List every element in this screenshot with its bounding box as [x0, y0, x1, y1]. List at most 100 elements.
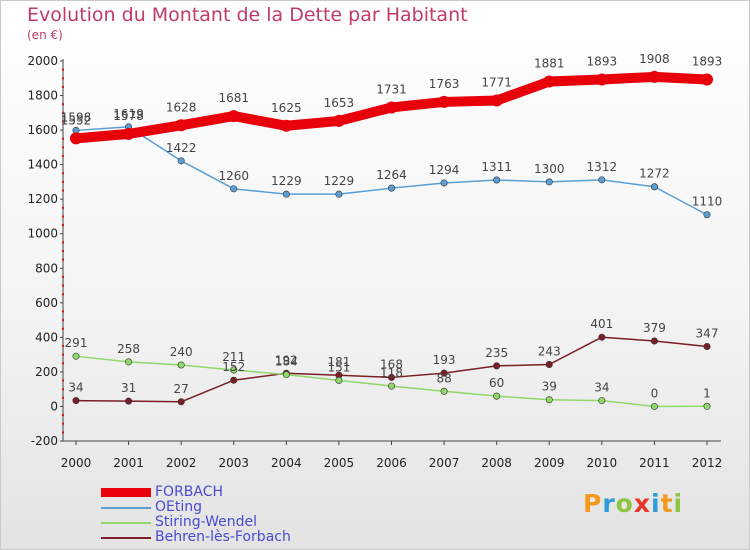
data-label: 1229: [324, 174, 355, 188]
y-tick-label: 1000: [27, 227, 58, 241]
data-label: 1908: [639, 52, 670, 66]
data-label: 1312: [587, 160, 618, 174]
data-label: 192: [275, 353, 298, 367]
y-minor-tick: [62, 206, 64, 209]
data-label: 1422: [166, 141, 197, 155]
data-point: [650, 337, 658, 345]
data-label: 31: [121, 381, 136, 395]
data-point: [598, 333, 606, 341]
data-point: [545, 360, 553, 368]
data-point: [72, 352, 80, 360]
data-label: 1: [703, 386, 711, 400]
x-tick-label: 2008: [481, 456, 512, 470]
data-label: 88: [436, 371, 451, 385]
data-point: [598, 176, 606, 184]
data-point: [227, 110, 240, 123]
data-point: [122, 127, 135, 140]
y-minor-tick: [62, 362, 64, 365]
data-label: 1893: [692, 54, 723, 68]
data-label: 211: [222, 350, 245, 364]
logo-letter: P: [583, 489, 603, 518]
data-point: [387, 184, 395, 192]
legend-swatch: [101, 521, 151, 524]
chart-subtitle: (en €): [27, 28, 63, 42]
data-point: [545, 396, 553, 404]
data-point: [177, 398, 185, 406]
y-minor-tick: [62, 414, 64, 417]
y-tick-label: 800: [35, 261, 58, 275]
y-minor-tick: [62, 327, 64, 330]
y-tick-label: 0: [50, 399, 58, 413]
legend-item: Stiring-Wendel: [101, 515, 291, 530]
data-point: [598, 397, 606, 405]
logo-letter: t: [660, 489, 674, 518]
data-point: [703, 211, 711, 219]
y-tick-label: 1600: [27, 123, 58, 137]
y-tick-label: 2000: [27, 54, 58, 68]
data-point: [650, 402, 658, 410]
y-minor-tick: [62, 258, 64, 261]
data-label: 1731: [376, 82, 407, 96]
data-label: 1578: [113, 109, 144, 123]
x-tick-label: 2002: [166, 456, 197, 470]
y-minor-tick: [62, 379, 64, 382]
data-label: 291: [65, 336, 88, 350]
data-label: 1294: [429, 163, 460, 177]
y-minor-tick: [62, 68, 64, 71]
data-point: [440, 179, 448, 187]
data-label: 27: [174, 382, 189, 396]
logo-letter: i: [651, 489, 661, 518]
y-minor-tick: [62, 396, 64, 399]
logo-letter: o: [615, 489, 634, 518]
data-point: [543, 75, 556, 88]
y-minor-tick: [62, 77, 64, 80]
x-tick-label: 2010: [587, 456, 618, 470]
logo-letter: x: [633, 489, 651, 518]
y-minor-tick: [62, 189, 64, 192]
data-label: 0: [651, 386, 659, 400]
data-point: [282, 190, 290, 198]
data-label: 1881: [534, 57, 565, 71]
y-tick-label: 1200: [27, 192, 58, 206]
data-point: [335, 376, 343, 384]
data-point: [438, 95, 451, 108]
data-label: 34: [594, 381, 609, 395]
data-point: [332, 114, 345, 127]
data-point: [177, 361, 185, 369]
y-minor-tick: [62, 146, 64, 149]
data-point: [385, 101, 398, 114]
data-label: 168: [380, 357, 403, 371]
y-minor-tick: [62, 310, 64, 313]
data-point: [440, 387, 448, 395]
data-label: 1771: [481, 76, 512, 90]
data-label: 379: [643, 321, 666, 335]
data-label: 1552: [61, 113, 92, 127]
y-tick-label: 400: [35, 330, 58, 344]
data-label: 193: [433, 353, 456, 367]
data-point: [703, 402, 711, 410]
data-label: 1260: [218, 169, 249, 183]
legend-label: Stiring-Wendel: [155, 514, 258, 530]
data-point: [70, 132, 82, 145]
x-tick-label: 2007: [429, 456, 460, 470]
proxiti-logo: Proxiti: [583, 489, 683, 518]
data-label: 1264: [376, 168, 407, 182]
data-label: 1300: [534, 162, 565, 176]
y-minor-tick: [62, 422, 64, 425]
data-point: [230, 376, 238, 384]
y-minor-tick: [62, 250, 64, 252]
legend-label: FORBACH: [155, 484, 224, 500]
legend-swatch: [101, 488, 151, 497]
x-tick-label: 2012: [692, 456, 723, 470]
legend-label: Behren-lès-Forbach: [155, 529, 291, 545]
logo-letter: r: [602, 489, 616, 518]
data-label: 1763: [429, 77, 460, 91]
data-label: 347: [696, 327, 719, 341]
data-point: [701, 73, 713, 86]
y-tick-label: 1800: [27, 89, 58, 103]
data-label: 1893: [587, 54, 618, 68]
data-point: [703, 343, 711, 351]
y-tick-label: -200: [31, 434, 58, 448]
